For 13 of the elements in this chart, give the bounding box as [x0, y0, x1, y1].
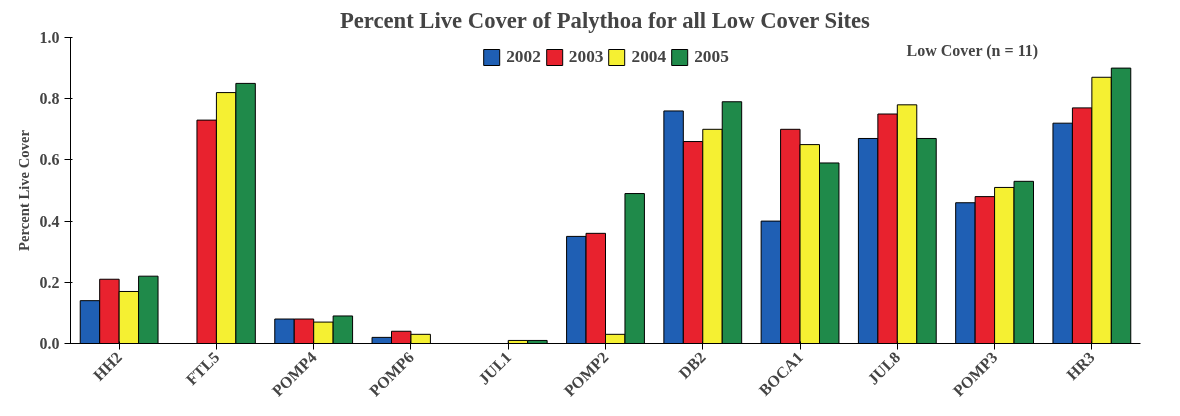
y-tick-label: 0.0	[39, 335, 60, 352]
legend-label: 2002	[506, 47, 541, 67]
y-axis-title: Percent Live Cover	[15, 129, 32, 251]
y-tick-label: 1.0	[39, 29, 60, 46]
legend-label: 2004	[631, 47, 667, 67]
legend-label: 2003	[568, 47, 604, 67]
y-tick-label: 0.6	[39, 151, 60, 169]
y-tick-label: 0.4	[39, 212, 60, 230]
y-tick-label: 0.8	[39, 90, 60, 108]
y-tick-label: 0.2	[39, 273, 60, 291]
chart-title: Percent Live Cover of Palythoa for all Low Cover Sites	[339, 7, 871, 33]
annotation: Low Cover (n = 11)	[906, 41, 1039, 60]
legend-label: 2005	[694, 47, 729, 67]
